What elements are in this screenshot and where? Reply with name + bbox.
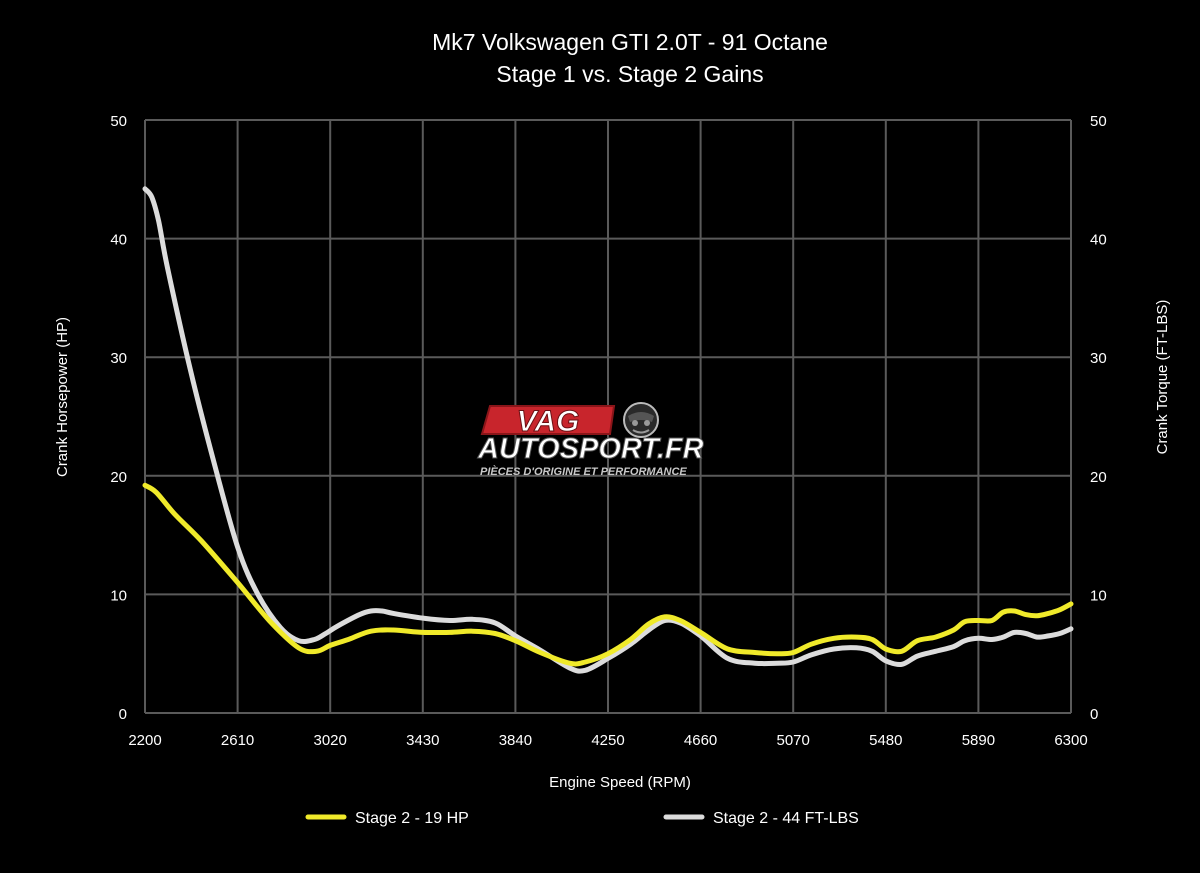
- right-y-tick-label: 30: [1090, 350, 1107, 367]
- series-line-torque: [142, 186, 1074, 674]
- logo-red-banner: [480, 405, 616, 435]
- legend-label-tq: Stage 2 - 44 FT-LBS: [713, 810, 859, 827]
- x-tick-label: 6300: [1054, 732, 1087, 749]
- right-y-tick-label: 10: [1090, 587, 1107, 604]
- chart-title: Mk7 Volkswagen GTI 2.0T - 91 Octane: [432, 29, 828, 55]
- left-y-tick-label: 50: [110, 113, 127, 130]
- x-axis-label: Engine Speed (RPM): [549, 774, 691, 791]
- left-y-tick-label: 40: [110, 232, 127, 249]
- right-axis-label: Crank Torque (FT-LBS): [1154, 300, 1171, 455]
- x-tick-label: 3020: [314, 732, 347, 749]
- tick-labels: 2200 2610 3020 3430 3840 4250 4660 5070 5480 5890…: [110, 113, 1106, 749]
- grid: [144, 119, 1072, 714]
- right-y-tick-label: 0: [1090, 706, 1098, 723]
- chart-subtitle: Stage 1 vs. Stage 2 Gains: [496, 61, 763, 87]
- legend-label-hp: Stage 2 - 19 HP: [355, 810, 469, 827]
- x-tick-label: 2610: [221, 732, 254, 749]
- left-y-tick-label: 0: [119, 706, 127, 723]
- x-tick-label: 5070: [777, 732, 810, 749]
- driver-helmet-icon: [623, 402, 659, 438]
- left-y-tick-label: 30: [110, 350, 127, 367]
- legend: Stage 2 - 19 HP Stage 2 - 44 FT-LBS: [305, 810, 859, 827]
- vag-autosport-logo: VAG AUTOSPORT.FR PIÈCES D'ORIGINE ET PER…: [477, 402, 704, 478]
- x-tick-label: 4660: [684, 732, 717, 749]
- left-axis-label: Crank Horsepower (HP): [54, 317, 71, 477]
- series-layer: [142, 186, 1074, 674]
- left-y-tick-label: 20: [110, 469, 127, 486]
- x-tick-label: 5480: [869, 732, 902, 749]
- x-tick-label: 3430: [406, 732, 439, 749]
- series-line-hp: [142, 482, 1074, 667]
- right-y-tick-label: 40: [1090, 232, 1107, 249]
- right-y-tick-label: 20: [1090, 469, 1107, 486]
- x-tick-label: 5890: [962, 732, 995, 749]
- x-tick-label: 4250: [591, 732, 624, 749]
- logo-autosport-text: AUTOSPORT.FR: [477, 433, 704, 465]
- x-tick-label: 3840: [499, 732, 532, 749]
- logo-tagline: PIÈCES D'ORIGINE ET PERFORMANCE: [480, 465, 687, 478]
- left-y-tick-label: 10: [110, 587, 127, 604]
- right-y-tick-label: 50: [1090, 113, 1107, 130]
- logo-vag-text: VAG: [517, 405, 580, 438]
- x-tick-label: 2200: [128, 732, 161, 749]
